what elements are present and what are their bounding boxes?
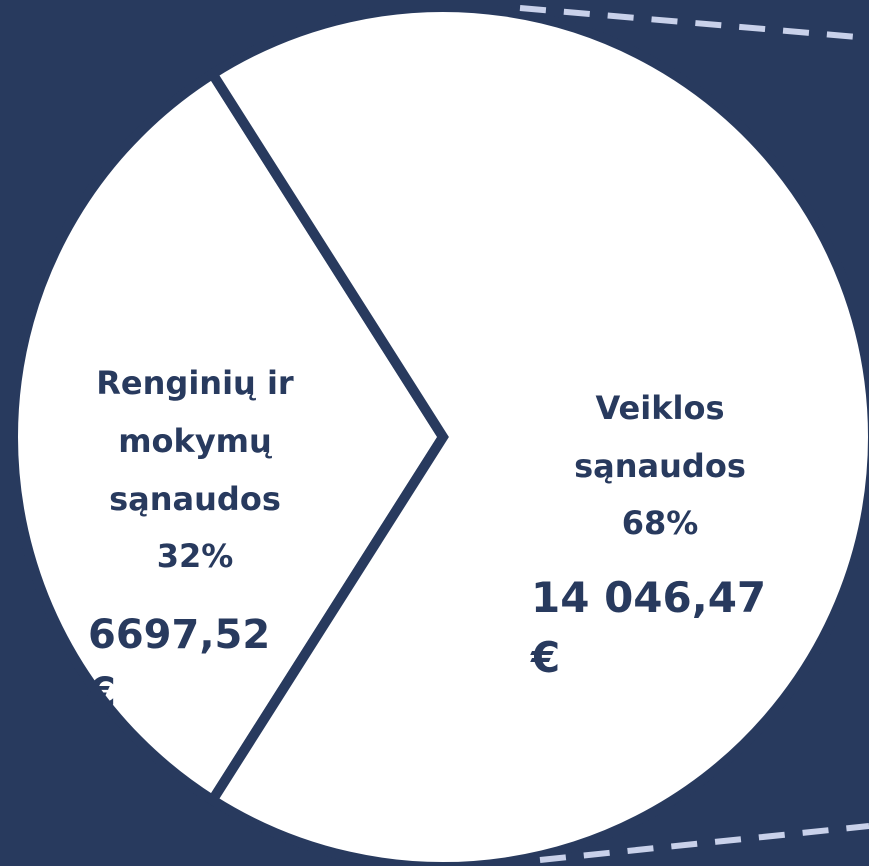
pie-slice <box>205 2 869 866</box>
dashed-line <box>519 5 869 41</box>
slice-label: Renginių ir mokymų sąnaudos <box>96 364 294 518</box>
slice-label: Veiklos sąnaudos <box>574 389 746 485</box>
slice-percent: 32% <box>156 537 234 575</box>
pie-slice <box>8 67 449 807</box>
slice-amount: 14 046,47 € <box>531 573 767 682</box>
slice-percent: 68% <box>621 504 699 542</box>
slice-amount: 6697,52 € <box>88 612 271 716</box>
dashed-line <box>539 823 869 863</box>
